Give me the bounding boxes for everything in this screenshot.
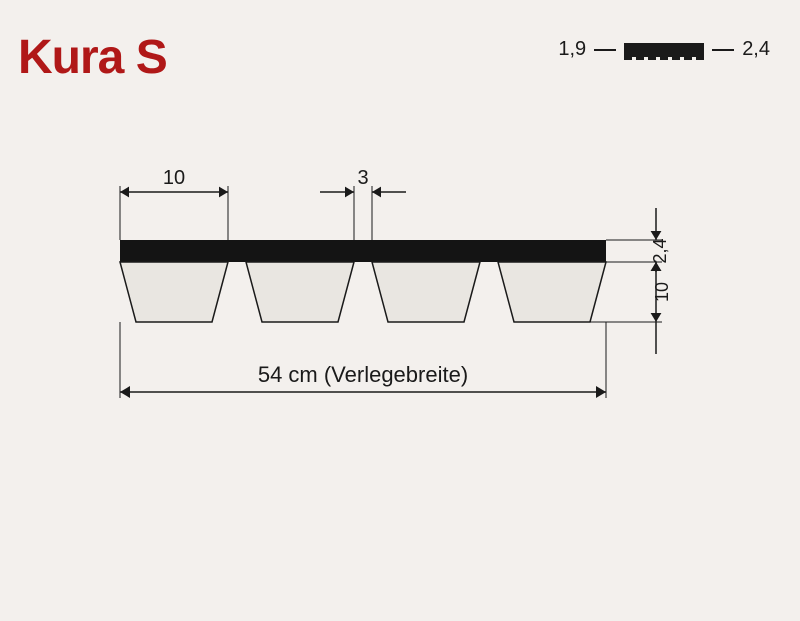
dim-top-thickness: 2,4: [650, 238, 670, 263]
dim-rib-width: 10: [163, 167, 185, 189]
legend-right-value: 2,4: [742, 38, 770, 61]
dim-rib-height: 10: [652, 282, 672, 302]
dim-total-width: 54 cm (Verlegebreite): [258, 362, 468, 387]
legend-thin-line-icon: [594, 49, 616, 51]
rib: [246, 262, 354, 322]
legend-profile-icon: [624, 43, 704, 57]
cross-section-diagram: 10 3 2,4 10 54 cm (Verlegebreite): [100, 150, 700, 500]
dim-gap: 3: [357, 167, 368, 189]
rib: [498, 262, 606, 322]
thickness-legend: 1,9 2,4: [558, 38, 770, 61]
product-title: Kura S: [18, 30, 167, 85]
rib: [120, 262, 228, 322]
rib: [372, 262, 480, 322]
legend-left-value: 1,9: [558, 38, 586, 61]
legend-thin-line-icon: [712, 49, 734, 51]
diagram-stage: 10 3 2,4 10 54 cm (Verlegebreite): [100, 150, 700, 500]
top-layer: [120, 240, 606, 262]
